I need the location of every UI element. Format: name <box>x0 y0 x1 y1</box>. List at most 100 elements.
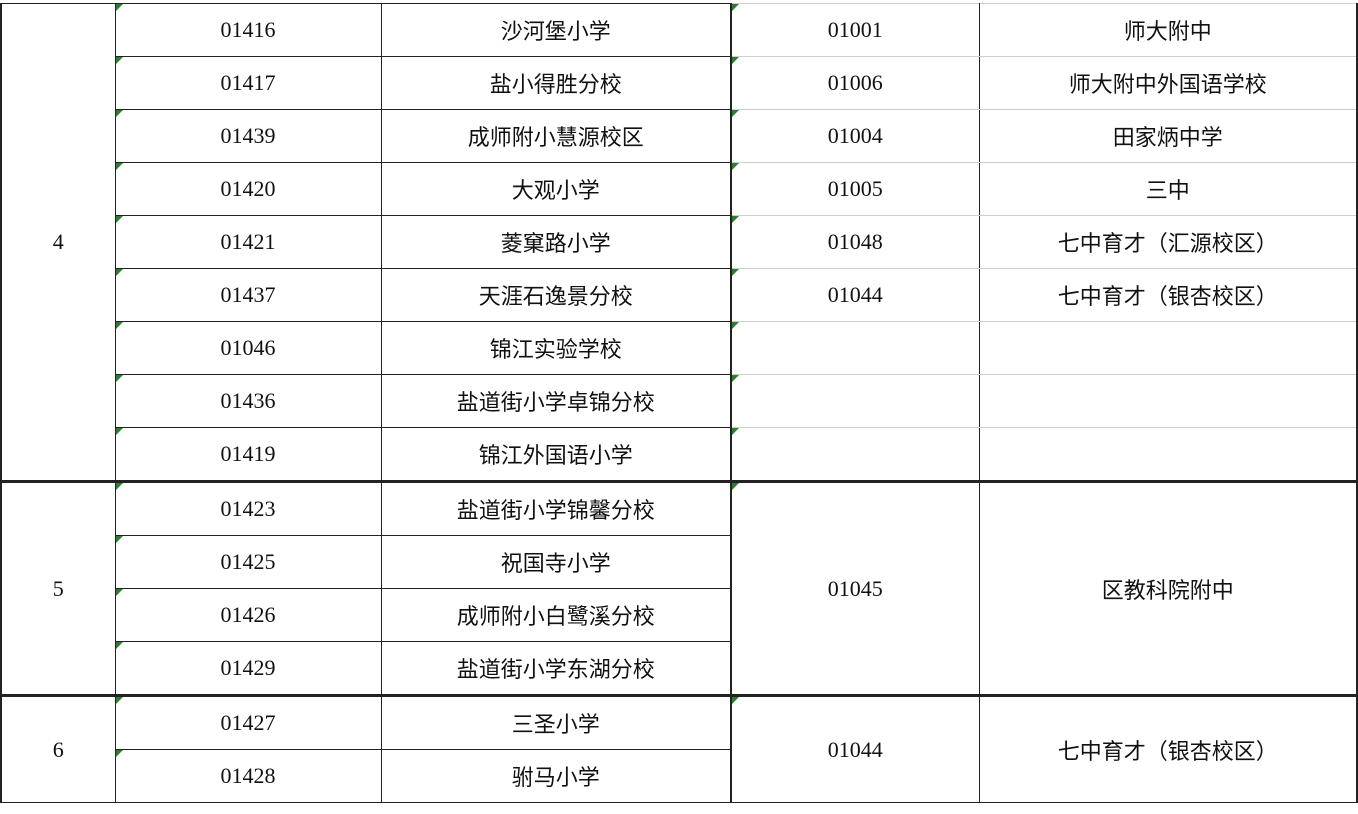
middle-code-cell[interactable] <box>730 427 980 482</box>
primary-code-cell[interactable]: 01420 <box>114 162 382 216</box>
primary-code-cell-text: 01421 <box>220 229 276 254</box>
group-cell[interactable]: 4 <box>0 3 116 482</box>
primary-school-cell[interactable]: 盐道街小学卓锦分校 <box>380 374 732 428</box>
middle-code-cell[interactable] <box>730 374 980 428</box>
primary-school-cell[interactable]: 盐小得胜分校 <box>380 56 732 110</box>
cell-marker-icon <box>115 375 123 382</box>
primary-code-cell-text: 01426 <box>220 602 276 627</box>
middle-school-cell[interactable]: 区教科院附中 <box>978 480 1358 696</box>
primary-school-cell[interactable]: 锦江实验学校 <box>380 321 732 375</box>
primary-code-cell[interactable]: 01419 <box>114 427 382 482</box>
primary-code-cell[interactable]: 01417 <box>114 56 382 110</box>
middle-school-cell-text: 三中 <box>1145 179 1190 204</box>
primary-school-cell[interactable]: 锦江外国语小学 <box>380 427 732 482</box>
primary-code-cell[interactable]: 01421 <box>114 215 382 269</box>
middle-code-cell-text: 01044 <box>827 282 883 307</box>
primary-code-cell[interactable]: 01416 <box>114 3 382 57</box>
primary-school-cell-text: 成师附小慧源校区 <box>467 126 644 151</box>
primary-school-cell-text: 盐道街小学卓锦分校 <box>456 391 655 416</box>
primary-school-cell[interactable]: 祝国寺小学 <box>380 535 732 589</box>
primary-school-cell-text: 菱窠路小学 <box>500 232 611 257</box>
primary-school-cell-text: 锦江外国语小学 <box>478 444 633 469</box>
middle-school-cell[interactable]: 七中育才（银杏校区） <box>978 268 1358 322</box>
primary-school-cell[interactable]: 天涯石逸景分校 <box>380 268 732 322</box>
primary-code-cell-text: 01419 <box>220 441 276 466</box>
cell-marker-icon <box>732 375 739 382</box>
primary-code-cell[interactable]: 01426 <box>114 588 382 642</box>
middle-code-cell-text: 01006 <box>827 70 883 95</box>
primary-code-cell-text: 01416 <box>220 17 276 42</box>
middle-code-cell[interactable]: 01048 <box>730 215 980 269</box>
primary-school-cell-text: 天涯石逸景分校 <box>478 285 633 310</box>
primary-code-cell[interactable]: 01439 <box>114 109 382 163</box>
middle-code-cell[interactable]: 01044 <box>730 268 980 322</box>
primary-code-cell-text: 01428 <box>220 763 276 788</box>
middle-school-cell[interactable]: 三中 <box>978 162 1358 216</box>
middle-code-cell-text: 01045 <box>827 575 883 601</box>
table-row: 01439 成师附小慧源校区 01004 田家炳中学 <box>1 109 1358 163</box>
primary-code-cell[interactable]: 01428 <box>114 749 382 803</box>
primary-code-cell[interactable]: 01423 <box>114 480 382 536</box>
group-cell[interactable]: 5 <box>0 480 116 696</box>
cell-marker-icon <box>732 428 739 435</box>
middle-code-cell[interactable]: 01045 <box>730 480 980 696</box>
group-cell-text: 6 <box>52 736 64 762</box>
middle-school-cell[interactable] <box>978 374 1358 428</box>
primary-code-cell[interactable]: 01046 <box>114 321 382 375</box>
middle-school-cell-text: 田家炳中学 <box>1112 126 1223 151</box>
primary-code-cell-text: 01417 <box>220 70 276 95</box>
middle-code-cell-text: 01048 <box>827 229 883 254</box>
middle-code-cell[interactable] <box>730 321 980 375</box>
primary-code-cell[interactable]: 01429 <box>114 641 382 696</box>
primary-school-cell-text: 沙河堡小学 <box>500 20 611 45</box>
middle-school-cell[interactable] <box>978 427 1358 482</box>
middle-code-cell[interactable]: 01006 <box>730 56 980 110</box>
middle-school-cell-text: 七中育才（汇源校区） <box>1057 232 1278 257</box>
primary-school-cell[interactable]: 菱窠路小学 <box>380 215 732 269</box>
primary-code-cell-text: 01046 <box>220 335 276 360</box>
cell-marker-icon <box>115 57 123 64</box>
primary-school-cell[interactable]: 盐道街小学锦馨分校 <box>380 480 732 536</box>
cell-marker-icon <box>732 163 739 170</box>
primary-school-cell-text: 盐小得胜分校 <box>489 73 622 98</box>
cell-marker-icon <box>732 322 739 329</box>
table-row: 01429 盐道街小学东湖分校 <box>1 641 1357 696</box>
middle-school-cell[interactable]: 师大附中 <box>978 3 1358 57</box>
cell-marker-icon <box>115 322 123 329</box>
middle-school-cell[interactable]: 七中育才（银杏校区） <box>978 694 1358 803</box>
cell-marker-icon <box>115 642 123 649</box>
table-row: 5 01423 盐道街小学锦馨分校 01045 区教科院附中 <box>0 480 1358 696</box>
primary-code-cell[interactable]: 01436 <box>114 374 382 428</box>
primary-code-cell[interactable]: 01437 <box>114 268 382 322</box>
primary-code-cell[interactable]: 01425 <box>114 535 382 589</box>
primary-school-cell-text: 驸马小学 <box>511 766 600 791</box>
primary-code-cell[interactable]: 01427 <box>114 694 382 750</box>
middle-code-cell[interactable]: 01004 <box>730 109 980 163</box>
middle-school-cell[interactable]: 七中育才（汇源校区） <box>978 215 1358 269</box>
table-row: 01436 盐道街小学卓锦分校 <box>1 374 1358 428</box>
middle-school-cell-text: 师大附中外国语学校 <box>1068 73 1267 98</box>
primary-school-cell[interactable]: 三圣小学 <box>380 694 732 750</box>
table-row: 01046 锦江实验学校 <box>1 321 1358 375</box>
primary-school-cell[interactable]: 大观小学 <box>380 162 732 216</box>
middle-school-cell-text: 师大附中 <box>1123 20 1212 45</box>
middle-school-cell[interactable]: 田家炳中学 <box>978 109 1358 163</box>
table-row: 01437 天涯石逸景分校 01044 七中育才（银杏校区） <box>1 268 1358 322</box>
middle-school-cell[interactable]: 师大附中外国语学校 <box>978 56 1358 110</box>
primary-school-cell[interactable]: 成师附小慧源校区 <box>380 109 732 163</box>
primary-code-cell-text: 01436 <box>220 388 276 413</box>
middle-code-cell[interactable]: 01005 <box>730 162 980 216</box>
table-row: 01428 驸马小学 <box>1 749 1357 803</box>
cell-marker-icon <box>115 4 123 11</box>
primary-school-cell[interactable]: 驸马小学 <box>380 749 732 803</box>
primary-code-cell-text: 01437 <box>220 282 276 307</box>
middle-code-cell[interactable]: 01044 <box>730 694 980 803</box>
primary-school-cell[interactable]: 成师附小白鹭溪分校 <box>380 588 732 642</box>
primary-school-cell-text: 祝国寺小学 <box>500 552 611 577</box>
middle-code-cell[interactable]: 01001 <box>730 3 980 57</box>
middle-code-cell-text: 01044 <box>827 736 883 762</box>
primary-school-cell[interactable]: 沙河堡小学 <box>380 3 732 57</box>
primary-school-cell[interactable]: 盐道街小学东湖分校 <box>380 641 732 696</box>
middle-school-cell[interactable] <box>978 321 1358 375</box>
group-cell[interactable]: 6 <box>0 694 116 803</box>
